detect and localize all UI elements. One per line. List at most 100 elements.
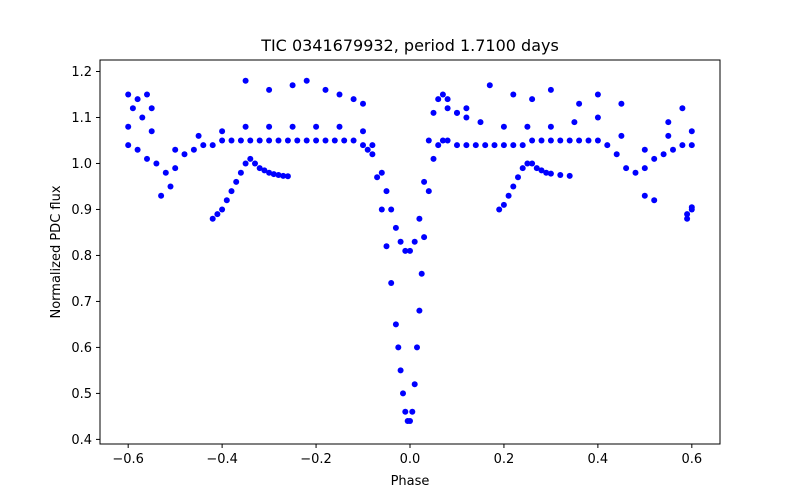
data-point — [256, 137, 263, 144]
data-point — [409, 408, 416, 415]
x-tick-label: −0.2 — [300, 452, 332, 467]
data-point — [477, 119, 484, 126]
x-tick-label: 0.6 — [681, 452, 702, 467]
data-point — [313, 123, 320, 130]
data-point — [242, 160, 249, 167]
data-point — [454, 109, 460, 116]
data-point — [500, 123, 507, 130]
data-point — [482, 142, 489, 149]
data-point — [472, 142, 479, 149]
data-point — [543, 169, 550, 176]
data-point — [134, 146, 141, 153]
data-point — [665, 132, 672, 139]
data-point — [566, 137, 573, 144]
data-point — [538, 137, 545, 144]
data-point — [421, 178, 428, 185]
data-point — [360, 100, 366, 107]
data-point — [256, 165, 263, 172]
data-point — [266, 169, 273, 176]
data-point — [322, 137, 329, 144]
data-point — [486, 82, 493, 89]
data-point — [585, 137, 592, 144]
data-point — [360, 128, 366, 135]
data-point — [214, 211, 221, 218]
data-point — [172, 146, 179, 153]
data-point — [688, 128, 695, 135]
data-point — [284, 173, 291, 180]
data-point — [411, 381, 418, 388]
data-point — [430, 109, 437, 116]
data-point — [430, 155, 437, 162]
data-point — [557, 172, 564, 178]
data-point — [383, 188, 390, 195]
data-point — [594, 137, 601, 144]
data-point — [463, 114, 470, 121]
data-point — [524, 160, 531, 167]
data-point — [270, 171, 277, 178]
data-point — [454, 142, 460, 149]
data-point — [228, 188, 235, 195]
data-point — [392, 321, 399, 328]
x-tick-label: 0.0 — [400, 452, 421, 467]
data-point — [425, 137, 432, 144]
y-tick-label: 1.1 — [71, 111, 92, 126]
scatter-points — [125, 77, 695, 424]
data-point — [688, 204, 695, 211]
data-point — [547, 123, 554, 130]
data-point — [576, 100, 583, 107]
data-point — [660, 151, 667, 158]
data-point — [400, 390, 406, 397]
data-point — [618, 132, 625, 139]
data-point — [360, 142, 366, 149]
data-point — [322, 86, 329, 93]
data-point — [651, 155, 658, 162]
data-point — [407, 418, 413, 424]
data-point — [233, 178, 240, 185]
data-point — [148, 128, 155, 135]
data-point — [158, 192, 165, 199]
data-point — [219, 128, 226, 135]
data-point — [524, 123, 531, 130]
x-axis-label: Phase — [391, 474, 430, 489]
data-point — [139, 114, 146, 121]
data-point — [407, 247, 413, 254]
data-point — [383, 243, 390, 250]
data-point — [289, 123, 296, 130]
data-point — [388, 206, 395, 213]
data-point — [190, 146, 197, 153]
data-point — [547, 170, 554, 177]
data-point — [510, 91, 517, 98]
data-point — [252, 160, 258, 167]
data-point — [195, 132, 202, 139]
data-point — [242, 77, 249, 84]
data-point — [416, 215, 423, 222]
x-tick-label: 0.2 — [494, 452, 515, 467]
data-point — [571, 119, 578, 126]
data-point — [641, 192, 648, 199]
data-point — [125, 142, 132, 149]
data-point — [510, 142, 517, 149]
data-point — [566, 172, 573, 179]
data-point — [411, 238, 418, 245]
data-point — [369, 142, 376, 149]
x-axis-ticks: −0.6 −0.4 −0.2 0.0 0.2 0.4 0.6 — [112, 444, 702, 467]
data-point — [632, 169, 639, 176]
y-tick-label: 0.6 — [71, 341, 92, 356]
data-point — [397, 238, 404, 245]
data-point — [223, 197, 230, 204]
data-point — [402, 247, 409, 254]
data-point — [402, 408, 409, 415]
data-point — [529, 96, 536, 103]
data-point — [444, 105, 451, 112]
y-axis-ticks: 0.4 0.5 0.6 0.7 0.8 0.9 1.0 1.1 1.2 — [71, 65, 100, 448]
data-point — [679, 105, 686, 112]
data-point — [331, 137, 338, 144]
data-point — [242, 123, 249, 130]
data-point — [280, 172, 287, 179]
data-point — [237, 137, 244, 144]
data-point — [670, 146, 676, 153]
y-tick-label: 1.0 — [71, 157, 92, 172]
data-point — [134, 96, 141, 103]
data-point — [125, 123, 132, 130]
